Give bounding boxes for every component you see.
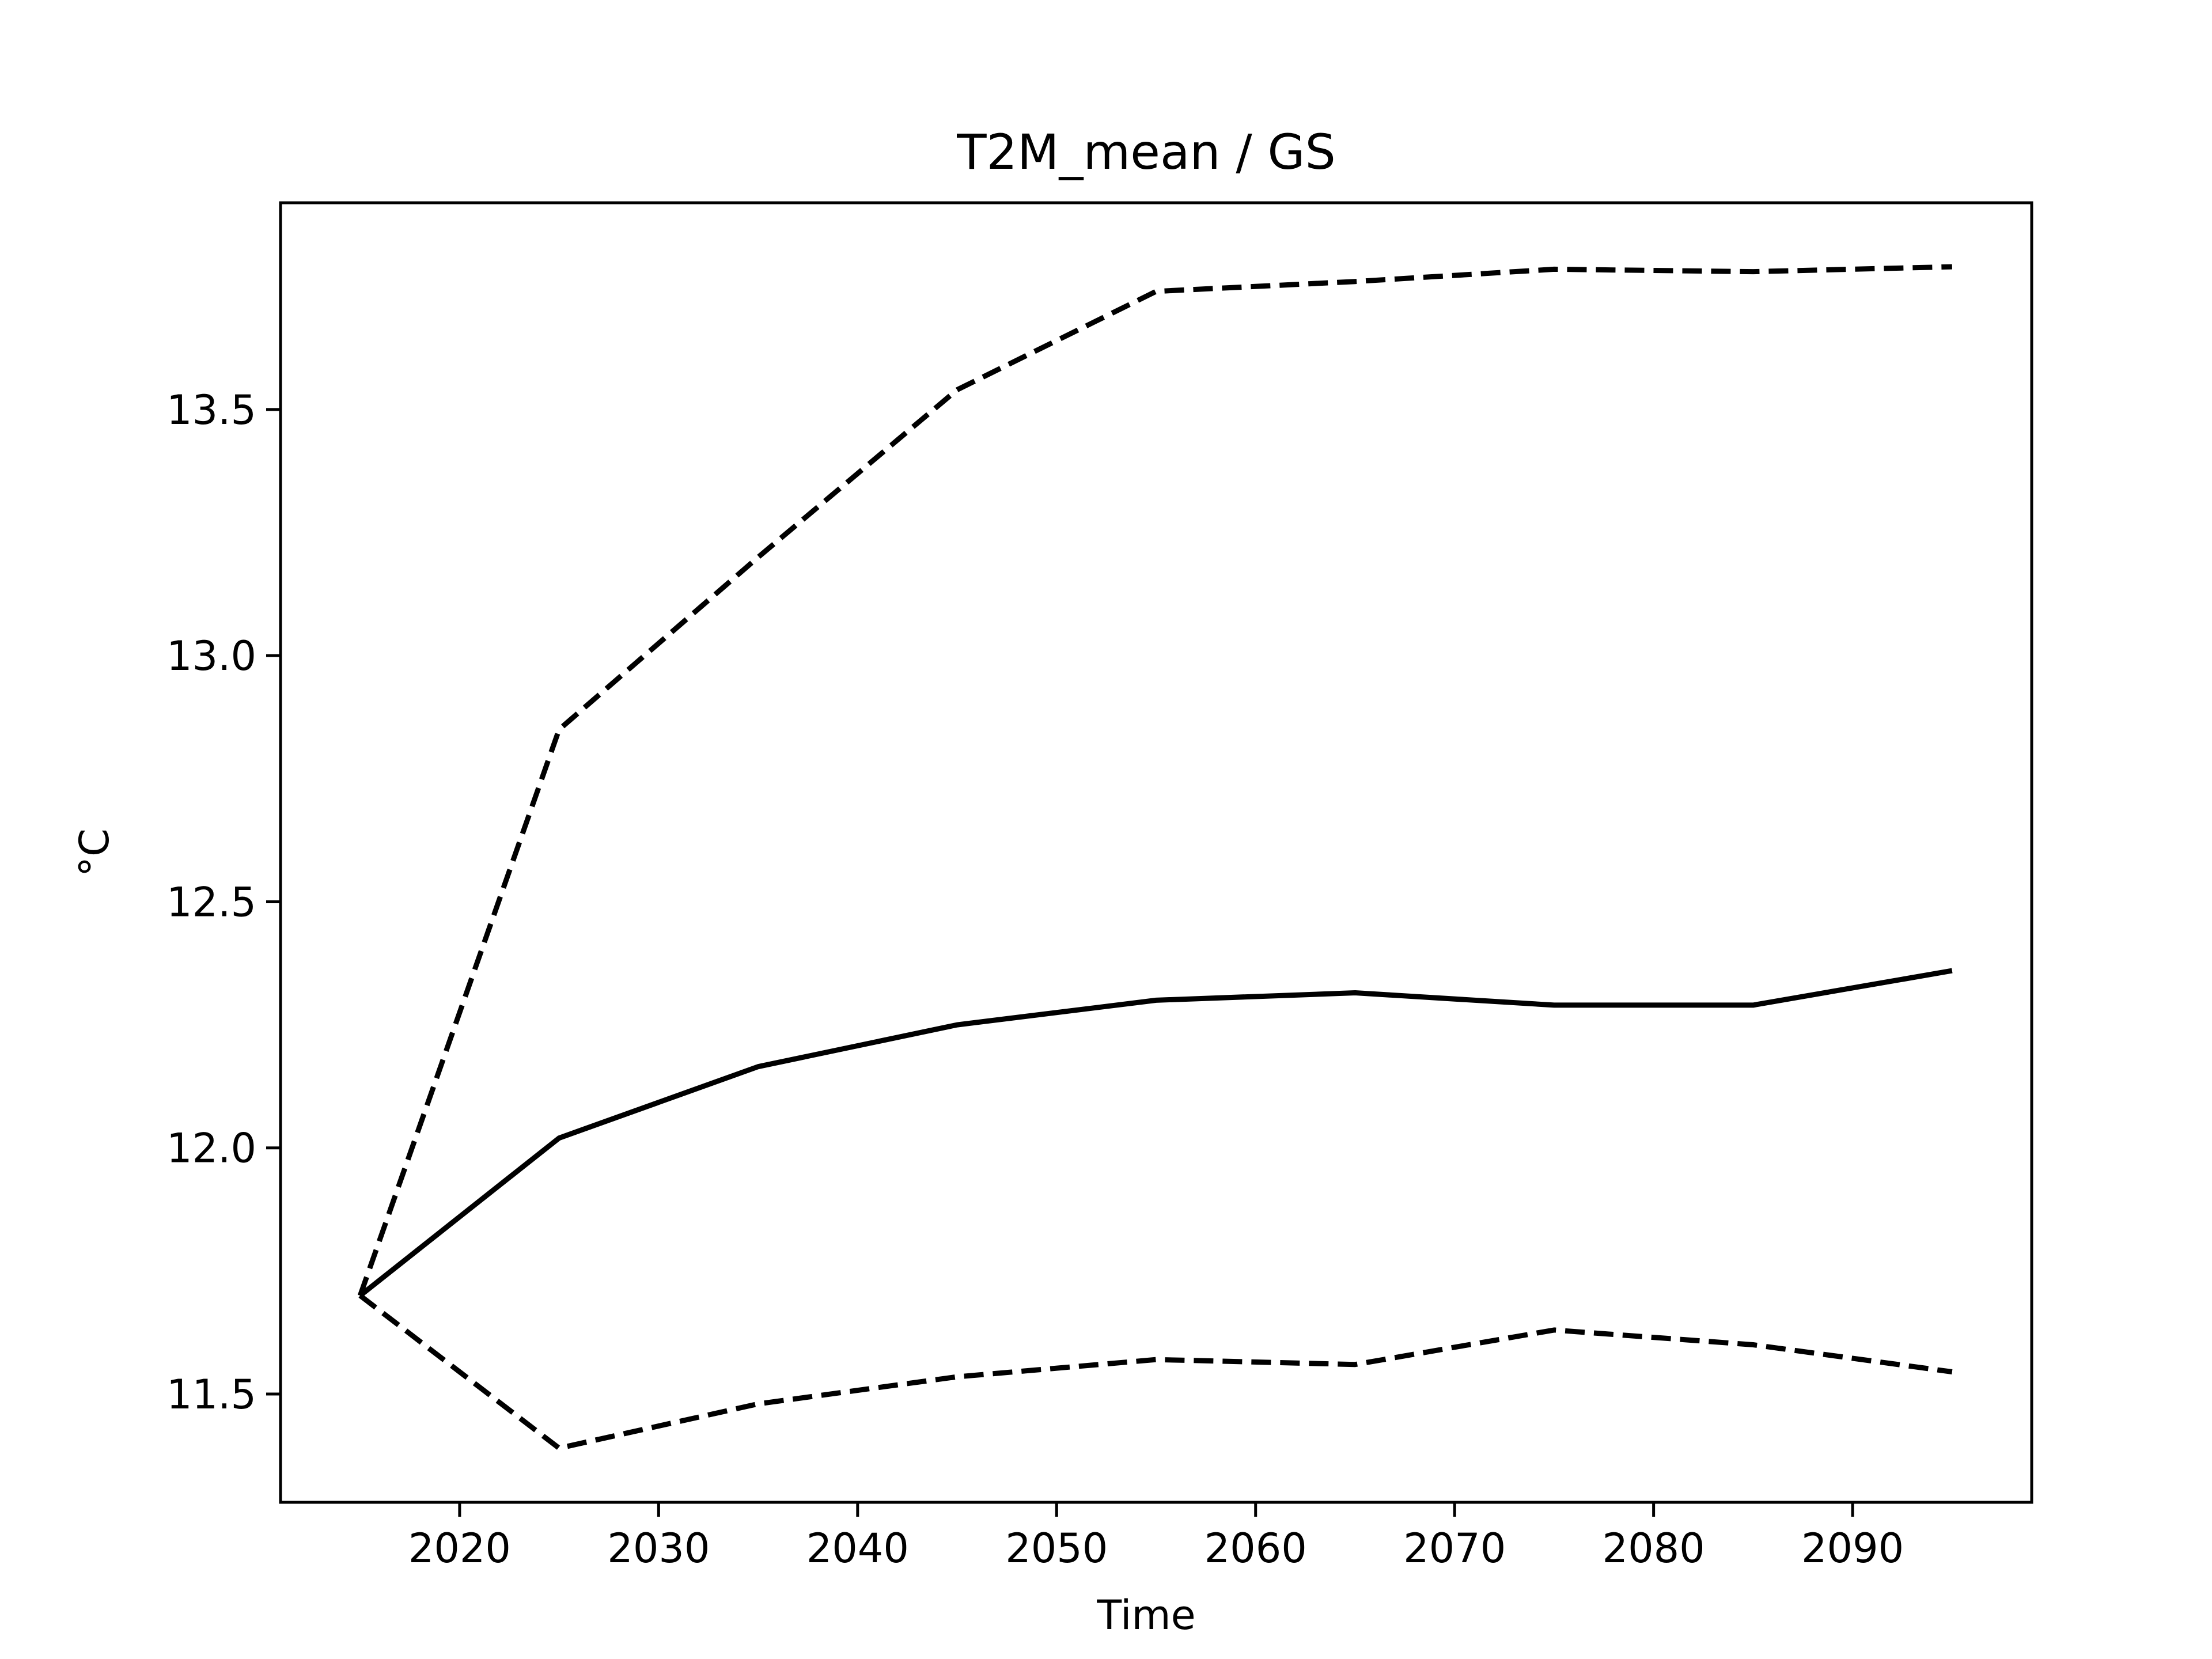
x-tick-label: 2050 [1005, 1525, 1108, 1572]
series-line-3 [358, 1293, 1953, 1451]
y-tick-label: 12.0 [166, 1125, 256, 1172]
y-axis-label: °C [71, 828, 118, 877]
x-axis: 2020 2030 2040 2050 2060 2070 2080 2090 [408, 1502, 1904, 1572]
x-tick-label: 2080 [1603, 1525, 1705, 1572]
x-tick-label: 2070 [1403, 1525, 1506, 1572]
x-tick-label: 2060 [1205, 1525, 1307, 1572]
y-tick-label: 13.0 [166, 632, 256, 680]
x-tick-label: 2090 [1801, 1525, 1904, 1572]
plot-frame [279, 201, 2033, 1504]
series-line-1 [357, 264, 1952, 1297]
y-tick-label: 12.5 [166, 878, 256, 926]
x-tick-label: 2030 [607, 1525, 710, 1572]
y-axis: 11.5 12.0 12.5 13.0 13.5 [166, 387, 281, 1418]
x-tick-label: 2040 [806, 1525, 909, 1572]
y-tick-label: 13.5 [166, 387, 256, 434]
x-axis-label: Time [1096, 1592, 1195, 1639]
series-line-2 [358, 968, 1953, 1298]
series-group [357, 264, 1953, 1451]
chart-title: T2M_mean / GS [956, 124, 1336, 180]
y-tick-label: 11.5 [166, 1371, 256, 1418]
x-tick-label: 2020 [408, 1525, 511, 1572]
